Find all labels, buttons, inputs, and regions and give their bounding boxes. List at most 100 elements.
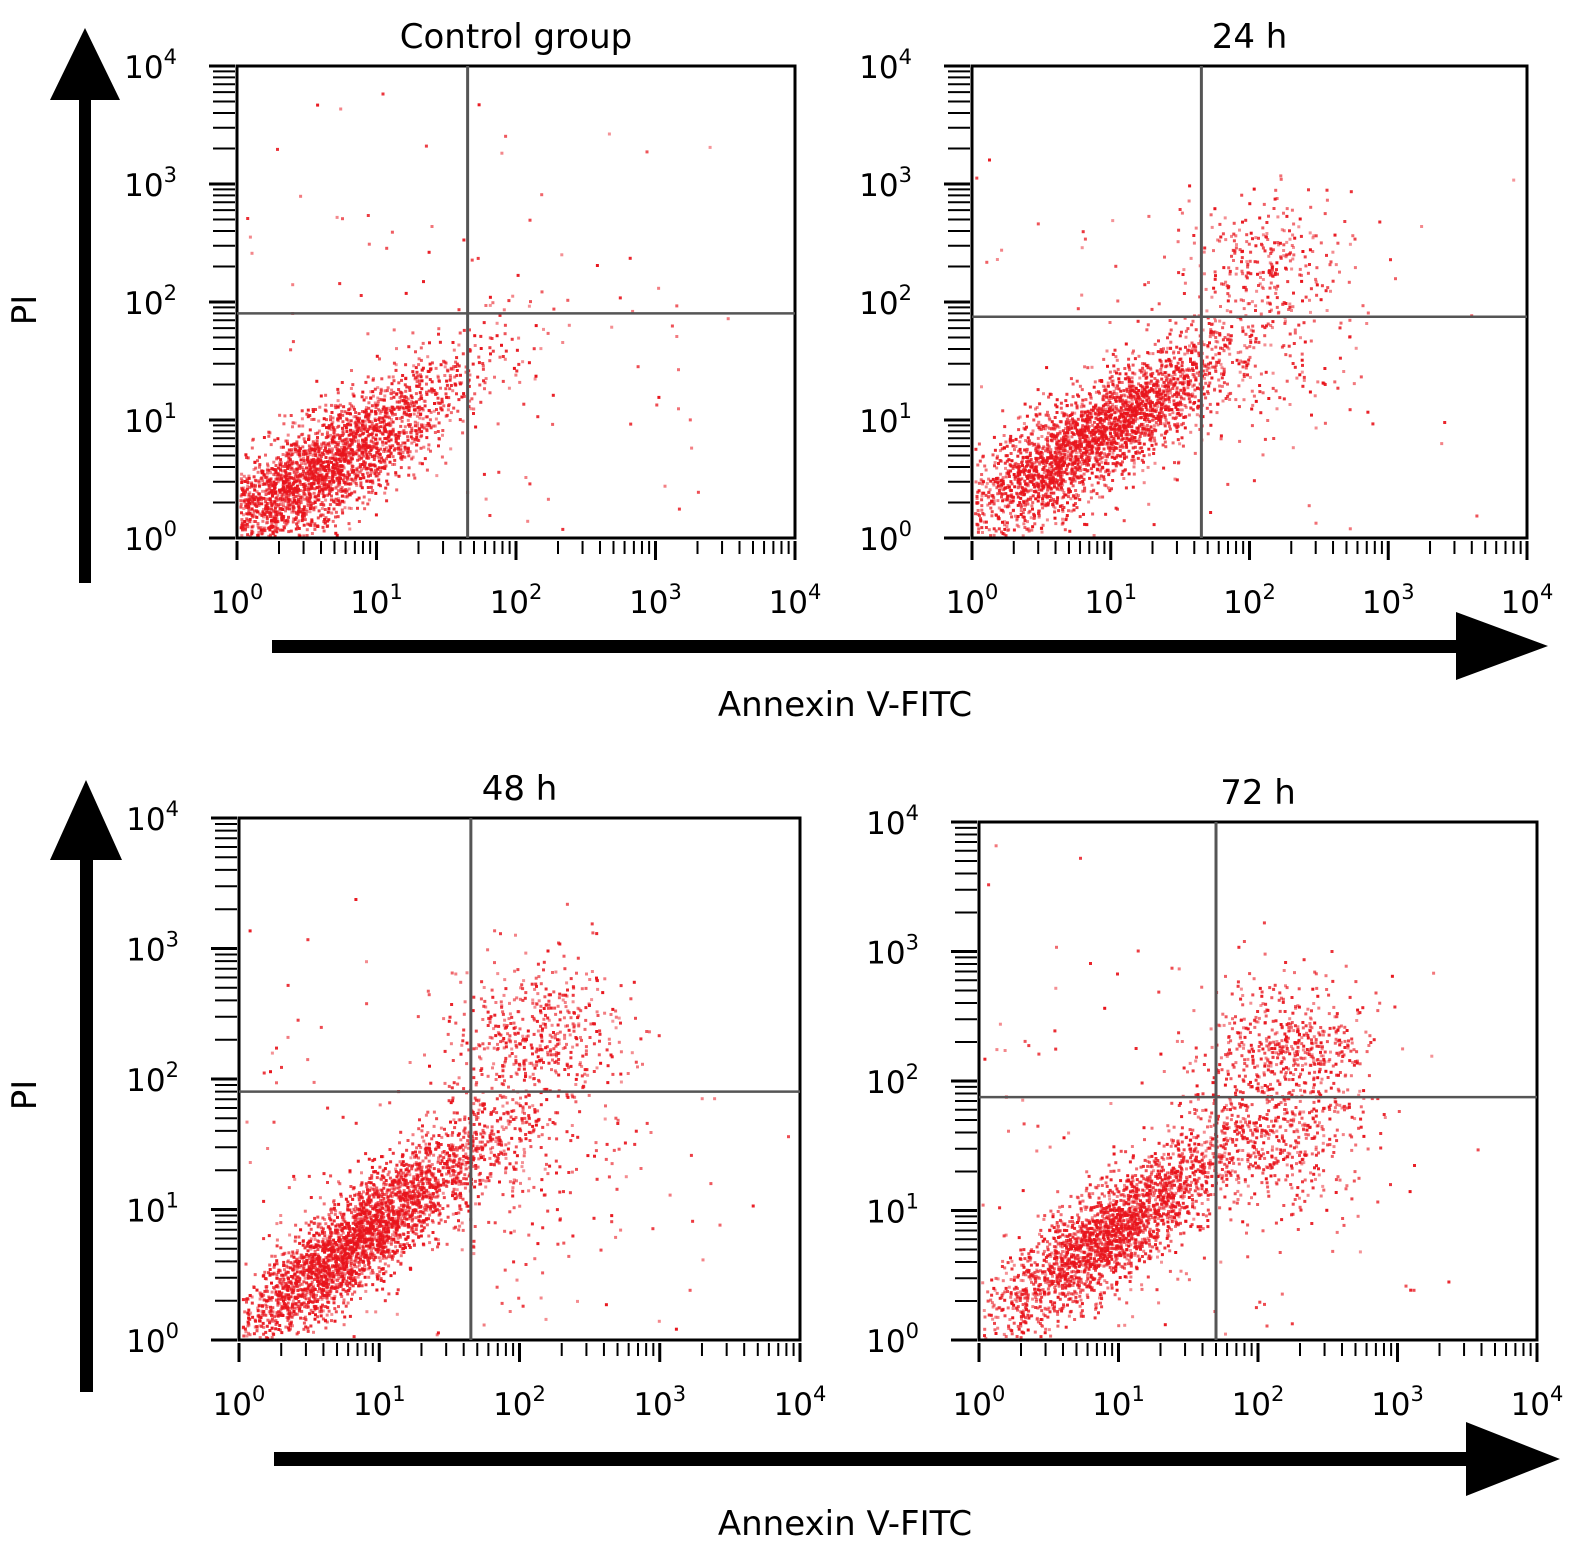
data-point <box>488 303 492 307</box>
data-point <box>1171 416 1175 420</box>
data-point <box>429 426 433 430</box>
data-point <box>1115 455 1119 459</box>
data-point <box>278 463 282 467</box>
data-point <box>1116 436 1120 440</box>
data-point <box>1079 444 1083 448</box>
data-point <box>355 483 359 487</box>
data-point <box>1001 520 1004 524</box>
data-point <box>467 384 471 388</box>
data-point <box>1069 497 1073 501</box>
data-point <box>1103 483 1107 487</box>
data-point <box>655 403 659 407</box>
data-point <box>326 524 330 528</box>
data-point <box>1114 410 1118 414</box>
data-point <box>387 454 391 458</box>
data-point <box>262 496 266 500</box>
data-point <box>1194 376 1198 380</box>
data-point <box>491 301 495 305</box>
data-point <box>327 476 331 479</box>
data-point <box>320 442 324 446</box>
data-point <box>477 103 481 107</box>
data-point <box>1059 406 1063 410</box>
data-point <box>338 459 342 463</box>
data-point <box>527 361 531 365</box>
data-point <box>1120 472 1124 476</box>
data-point <box>328 480 332 484</box>
data-point <box>1016 492 1019 496</box>
data-point <box>1009 434 1013 438</box>
data-point <box>318 405 322 409</box>
data-point <box>453 375 457 379</box>
data-point <box>362 410 366 414</box>
data-point <box>311 443 315 447</box>
data-point <box>1178 381 1182 385</box>
data-point <box>1037 451 1041 455</box>
data-point <box>1172 399 1176 403</box>
data-point <box>279 445 283 449</box>
data-point <box>341 426 344 430</box>
data-point <box>995 466 999 470</box>
data-point <box>288 485 292 489</box>
data-point <box>1096 408 1100 412</box>
data-point <box>1090 434 1094 438</box>
data-point <box>330 403 333 407</box>
data-point <box>1169 328 1173 332</box>
data-point <box>542 327 545 331</box>
data-point <box>1033 461 1037 465</box>
data-point <box>247 476 251 480</box>
data-point <box>364 449 368 453</box>
data-point <box>352 434 355 438</box>
data-point <box>454 360 458 364</box>
data-point <box>315 486 319 490</box>
data-point <box>431 424 435 428</box>
data-point <box>330 494 333 498</box>
data-point <box>462 394 466 398</box>
data-point <box>1083 365 1087 369</box>
data-point <box>1035 481 1039 485</box>
data-point <box>1137 437 1141 441</box>
data-point <box>1069 424 1073 428</box>
data-point <box>246 525 250 529</box>
data-point <box>1259 312 1263 316</box>
data-point <box>257 526 261 530</box>
data-point <box>1070 472 1074 476</box>
data-point <box>1119 454 1123 458</box>
data-point <box>331 466 335 470</box>
data-point <box>252 475 256 479</box>
data-point <box>404 291 408 295</box>
data-point <box>245 456 248 459</box>
data-point <box>381 420 385 424</box>
data-point <box>1236 351 1240 355</box>
data-point <box>289 450 293 453</box>
data-point <box>1148 382 1152 385</box>
data-point <box>364 410 368 414</box>
data-point <box>1051 426 1055 430</box>
data-point <box>1021 534 1025 538</box>
data-point <box>381 432 385 436</box>
data-point <box>327 510 331 514</box>
data-point <box>407 409 411 412</box>
data-point <box>334 441 338 445</box>
data-point <box>313 487 317 491</box>
data-point <box>307 472 311 476</box>
data-point <box>1293 365 1297 369</box>
data-point <box>1108 370 1112 374</box>
data-point <box>1110 422 1114 426</box>
data-point <box>1046 488 1050 492</box>
data-point <box>312 417 316 421</box>
data-point <box>1082 468 1086 471</box>
data-point <box>1045 471 1049 475</box>
data-point <box>262 515 265 519</box>
data-point <box>365 479 369 483</box>
data-point <box>1021 464 1024 468</box>
data-point <box>385 446 388 450</box>
data-point <box>1147 453 1151 457</box>
data-point <box>279 468 282 472</box>
data-point <box>308 447 311 451</box>
data-point <box>515 348 519 352</box>
data-point <box>273 438 277 442</box>
data-point <box>1119 463 1123 467</box>
data-point <box>308 453 312 457</box>
data-point <box>310 486 314 490</box>
data-point <box>452 406 456 410</box>
